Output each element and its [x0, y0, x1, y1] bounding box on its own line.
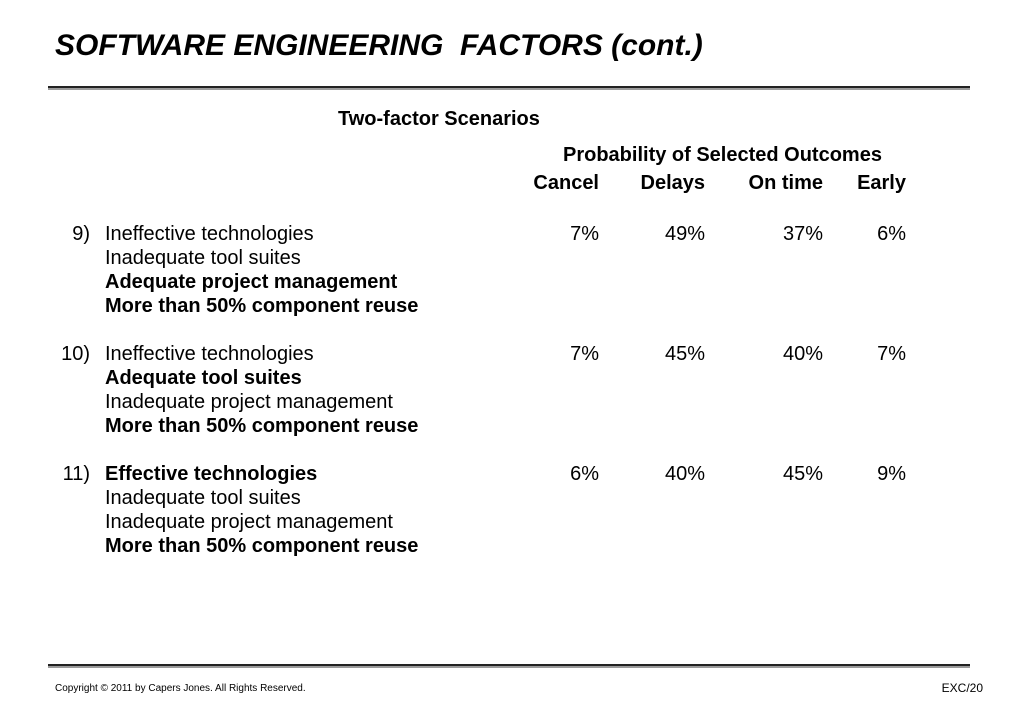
top-divider: [48, 86, 970, 88]
bottom-divider: [48, 664, 970, 666]
scenario-number: 11): [62, 463, 90, 485]
factor-line: Ineffective technologies: [105, 223, 314, 245]
factor-line: More than 50% component reuse: [105, 295, 419, 317]
early-value: 6%: [877, 223, 906, 245]
scenario-number: 9): [72, 223, 90, 245]
factor-line: Inadequate tool suites: [105, 487, 301, 509]
column-header-cancel: Cancel: [533, 172, 599, 194]
on-time-value: 37%: [782, 223, 823, 245]
cancel-value: 7%: [570, 343, 599, 365]
early-value: 7%: [877, 343, 906, 365]
delays-value: 45%: [664, 343, 705, 365]
column-header-on-time: On time: [748, 172, 823, 194]
on-time-value: 45%: [782, 463, 823, 485]
slide-title: SOFTWARE ENGINEERING FACTORS (cont.): [55, 29, 703, 62]
factor-line: Inadequate project management: [105, 511, 393, 533]
factor-line: More than 50% component reuse: [105, 535, 419, 557]
factor-line: Adequate project management: [105, 271, 398, 293]
delays-value: 40%: [664, 463, 705, 485]
section-subtitle: Two-factor Scenarios: [338, 108, 540, 130]
column-header-delays: Delays: [640, 172, 706, 194]
outcomes-group-header: Probability of Selected Outcomes: [563, 144, 882, 166]
factor-line: Effective technologies: [105, 463, 318, 485]
factor-line: Adequate tool suites: [105, 367, 302, 389]
factor-line: Ineffective technologies: [105, 343, 314, 365]
factor-line: More than 50% component reuse: [105, 415, 419, 437]
factor-line: Inadequate tool suites: [105, 247, 301, 269]
scenario-number: 10): [61, 343, 90, 365]
cancel-value: 7%: [570, 223, 599, 245]
cancel-value: 6%: [570, 463, 599, 485]
on-time-value: 40%: [782, 343, 823, 365]
copyright-notice: Copyright © 2011 by Capers Jones. All Ri…: [55, 683, 306, 694]
slide-number: EXC/20: [941, 681, 983, 695]
factor-line: Inadequate project management: [105, 391, 393, 413]
column-header-early: Early: [857, 172, 906, 194]
early-value: 9%: [877, 463, 906, 485]
delays-value: 49%: [664, 223, 705, 245]
